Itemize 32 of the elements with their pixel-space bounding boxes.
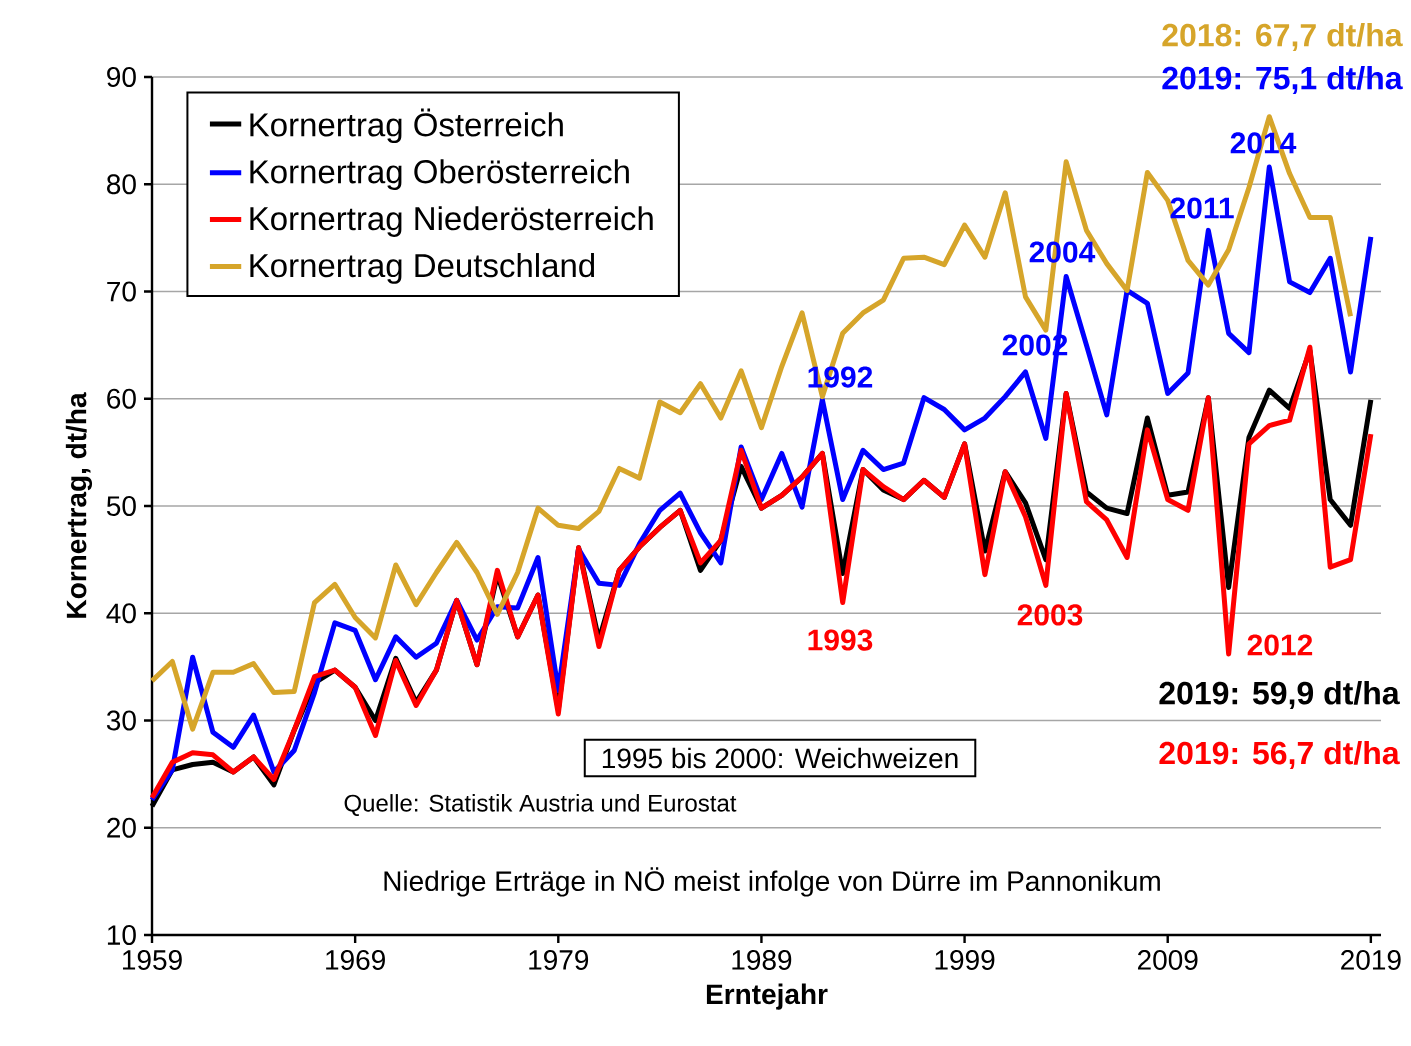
legend-label: Kornertrag Niederösterreich	[250, 206, 653, 237]
annotation: 2003	[1017, 604, 1083, 626]
annotation: Quelle: Statistik Austria und Eurostat	[344, 794, 737, 816]
legend-label: Kornertrag Österreich	[250, 108, 563, 144]
y-tick-label: 80	[107, 174, 136, 195]
y-tick-label: 60	[107, 388, 136, 409]
legend-label: Kornertrag Oberösterreich	[250, 159, 629, 190]
y-tick-label: 90	[107, 67, 136, 87]
x-tick-label: 1979	[529, 950, 589, 970]
y-tick-label: 20	[107, 817, 136, 838]
annotation: 2019: 56,7 dt/ha	[1159, 740, 1400, 770]
x-tick-label: 1999	[935, 950, 995, 970]
y-tick-label: 50	[106, 496, 136, 516]
x-tick-label: 1989	[732, 950, 792, 970]
annotation: 2019: 75,1 dt/ha	[1162, 65, 1403, 95]
x-tick-label: 2009	[1137, 950, 1198, 970]
annotation: 2019: 59,9 dt/ha	[1159, 680, 1400, 710]
x-tick-label: 1959	[123, 950, 182, 970]
text: 2018: 67,7 dt/ha	[1162, 22, 1403, 52]
x-tick-label: 2019	[1341, 950, 1401, 970]
y-axis-title: Kornertrag, dt/ha	[65, 392, 93, 618]
y-tick-label: 70	[107, 281, 136, 302]
x-tick-label: 1969	[326, 950, 385, 970]
y-tick-label: 10	[107, 925, 136, 945]
x-axis-title: Erntejahr	[706, 983, 828, 1010]
legend-label: Kornertrag Deutschland	[250, 253, 595, 284]
annotation: Niedrige Erträge in NÖ meist infolge von Dürre im Pannonikum	[384, 867, 1160, 897]
annotation: 1995 bis 2000: Weichweizen	[602, 747, 958, 769]
annotation: 1993	[808, 629, 873, 651]
y-tick-label: 30	[106, 710, 136, 731]
y-tick-label: 40	[106, 603, 136, 624]
annotation: 2012	[1247, 634, 1313, 656]
